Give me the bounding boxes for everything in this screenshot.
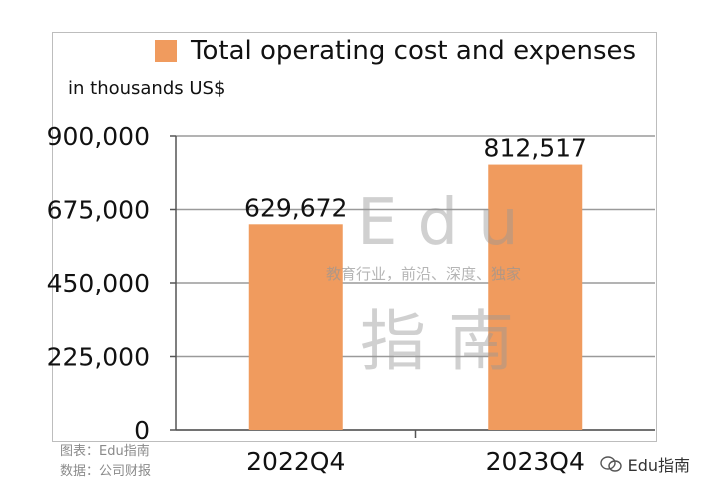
y-tick-label: 0 — [134, 416, 150, 445]
brand: Edu指南 — [599, 452, 690, 476]
legend: Total operating cost and expenses — [155, 36, 636, 66]
legend-label: Total operating cost and expenses — [191, 36, 637, 66]
unit-label: in thousands US$ — [68, 78, 226, 99]
y-tick-label: 225,000 — [47, 343, 150, 372]
watermark-tagline: 教育行业，前沿、深度、独家 — [326, 265, 522, 283]
data-label: 629,672 — [244, 193, 347, 222]
y-tick-label: 675,000 — [47, 196, 150, 225]
bar — [248, 224, 343, 430]
wechat-icon — [599, 456, 622, 472]
source-data: 数据：公司财报 — [60, 464, 152, 479]
legend-swatch — [155, 40, 177, 62]
watermark-chinese: 指南 — [360, 303, 536, 380]
bar — [488, 164, 583, 431]
y-tick-label: 450,000 — [47, 269, 150, 298]
data-label: 812,517 — [484, 134, 587, 163]
watermark-edu: Edu — [357, 186, 539, 260]
source-chart: 图表：Edu指南 — [60, 444, 150, 459]
x-tick-label: 2022Q4 — [246, 447, 345, 476]
brand-label: Edu指南 — [627, 456, 690, 475]
y-tick-label: 900,000 — [47, 122, 150, 151]
x-tick-label: 2023Q4 — [486, 447, 585, 476]
